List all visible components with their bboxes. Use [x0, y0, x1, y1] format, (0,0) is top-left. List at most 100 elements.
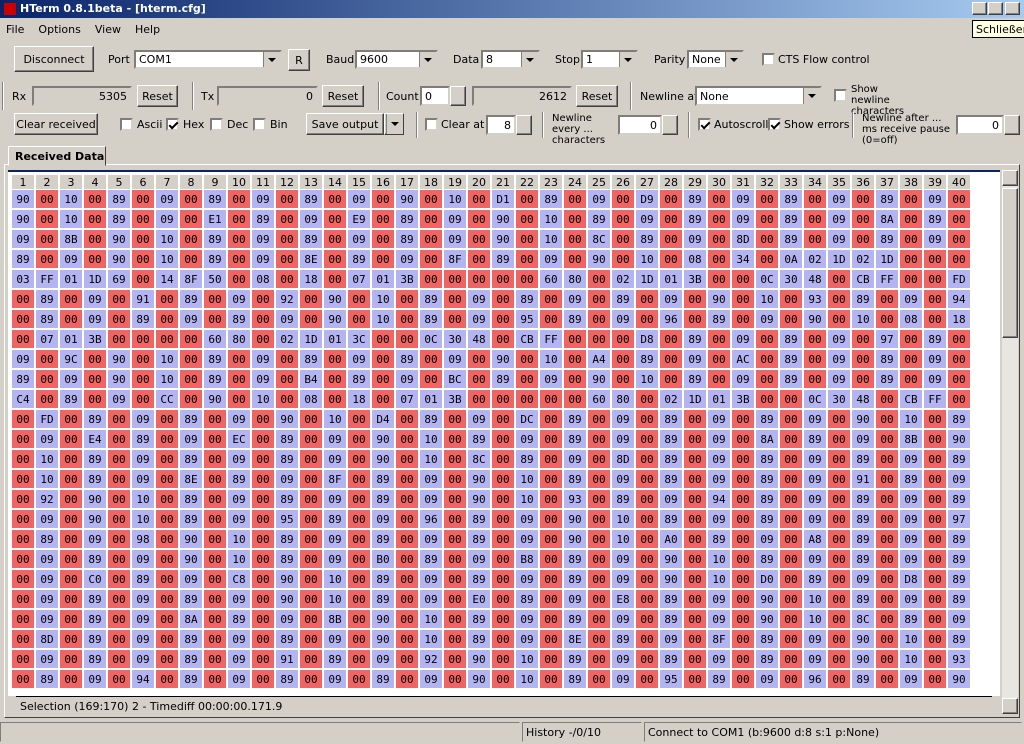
- hex-cell[interactable]: 07: [36, 330, 58, 348]
- hex-cell[interactable]: 00: [108, 570, 130, 588]
- hex-cell[interactable]: 89: [564, 610, 586, 628]
- hex-cell[interactable]: 09: [708, 610, 730, 628]
- hex-cell[interactable]: 01: [60, 330, 82, 348]
- hex-cell[interactable]: 00: [540, 570, 562, 588]
- newline-after-spin[interactable]: 0: [956, 115, 1004, 135]
- hex-cell[interactable]: 00: [948, 230, 970, 248]
- hex-cell[interactable]: 00: [348, 610, 370, 628]
- hex-cell[interactable]: 00: [60, 610, 82, 628]
- hex-cell[interactable]: 09: [12, 350, 34, 368]
- hex-cell[interactable]: 00: [348, 470, 370, 488]
- hex-cell[interactable]: 9C: [60, 350, 82, 368]
- hex-cell[interactable]: 09: [132, 650, 154, 668]
- hex-cell[interactable]: 89: [804, 570, 826, 588]
- hex-cell[interactable]: 89: [660, 510, 682, 528]
- hex-cell[interactable]: 89: [228, 470, 250, 488]
- hex-cell[interactable]: 09: [900, 450, 922, 468]
- hex-cell[interactable]: 09: [828, 230, 850, 248]
- hex-cell[interactable]: 00: [396, 330, 418, 348]
- hex-cell[interactable]: 08: [300, 390, 322, 408]
- hex-cell[interactable]: 00: [396, 470, 418, 488]
- hex-cell[interactable]: 00: [108, 530, 130, 548]
- hex-cell[interactable]: 00: [252, 570, 274, 588]
- hex-cell[interactable]: 00: [396, 530, 418, 548]
- checkbox[interactable]: [698, 118, 711, 131]
- hex-cell[interactable]: 00: [516, 390, 538, 408]
- hex-cell[interactable]: 90: [948, 670, 970, 688]
- hex-cell[interactable]: 00: [204, 470, 226, 488]
- hex-cell[interactable]: 00: [12, 530, 34, 548]
- hex-cell[interactable]: 00: [492, 330, 514, 348]
- hex-cell[interactable]: 09: [324, 670, 346, 688]
- hex-cell[interactable]: 00: [12, 410, 34, 428]
- hex-cell[interactable]: FD: [948, 270, 970, 288]
- hex-cell[interactable]: 00: [180, 190, 202, 208]
- hex-cell[interactable]: 02: [852, 250, 874, 268]
- hex-cell[interactable]: 00: [780, 550, 802, 568]
- hex-cell[interactable]: 90: [276, 410, 298, 428]
- hex-cell[interactable]: 00: [444, 510, 466, 528]
- hex-cell[interactable]: 01: [420, 390, 442, 408]
- hex-cell[interactable]: 89: [396, 350, 418, 368]
- hex-cell[interactable]: 90: [204, 390, 226, 408]
- hex-cell[interactable]: 00: [756, 350, 778, 368]
- hex-cell[interactable]: 89: [84, 410, 106, 428]
- hex-cell[interactable]: 00: [348, 670, 370, 688]
- hex-cell[interactable]: 00: [756, 210, 778, 228]
- hex-cell[interactable]: 00: [516, 190, 538, 208]
- hex-cell[interactable]: 00: [900, 350, 922, 368]
- hex-cell[interactable]: 00: [684, 430, 706, 448]
- hex-cell[interactable]: 89: [852, 530, 874, 548]
- hex-cell[interactable]: 90: [852, 650, 874, 668]
- hex-cell[interactable]: 89: [900, 610, 922, 628]
- hex-cell[interactable]: 00: [540, 550, 562, 568]
- hex-cell[interactable]: 00: [420, 190, 442, 208]
- hex-cell[interactable]: 10: [324, 590, 346, 608]
- hex-cell[interactable]: 90: [660, 550, 682, 568]
- hex-cell[interactable]: 00: [300, 470, 322, 488]
- menu-item[interactable]: File: [6, 22, 25, 36]
- hex-cell[interactable]: 90: [468, 470, 490, 488]
- hex-cell[interactable]: 00: [132, 370, 154, 388]
- hex-cell[interactable]: 00: [876, 570, 898, 588]
- hex-cell[interactable]: 00: [708, 250, 730, 268]
- hex-cell[interactable]: 00: [444, 470, 466, 488]
- hex-cell[interactable]: 89: [756, 470, 778, 488]
- checkbox[interactable]: [425, 118, 438, 131]
- hex-cell[interactable]: D0: [756, 570, 778, 588]
- hex-cell[interactable]: 00: [420, 370, 442, 388]
- hex-cell[interactable]: 00: [12, 290, 34, 308]
- hex-cell[interactable]: 00: [300, 290, 322, 308]
- hex-cell[interactable]: 00: [132, 210, 154, 228]
- reset-button[interactable]: Reset: [576, 85, 618, 107]
- hex-cell[interactable]: 00: [300, 610, 322, 628]
- hex-cell[interactable]: 10: [420, 630, 442, 648]
- hex-cell[interactable]: 00: [876, 470, 898, 488]
- hex-cell[interactable]: 09: [324, 630, 346, 648]
- hex-cell[interactable]: 00: [60, 470, 82, 488]
- hex-cell[interactable]: 00: [756, 390, 778, 408]
- hex-cell[interactable]: 89: [924, 330, 946, 348]
- hex-cell[interactable]: 8B: [324, 610, 346, 628]
- hex-cell[interactable]: 09: [828, 330, 850, 348]
- hex-cell[interactable]: 89: [276, 670, 298, 688]
- hex-cell[interactable]: 89: [900, 470, 922, 488]
- hex-cell[interactable]: 09: [804, 450, 826, 468]
- hex-cell[interactable]: 09: [516, 630, 538, 648]
- hex-cell[interactable]: 00: [180, 250, 202, 268]
- hex-cell[interactable]: 10: [900, 630, 922, 648]
- hex-cell[interactable]: 60: [540, 270, 562, 288]
- hex-cell[interactable]: 09: [36, 650, 58, 668]
- hex-cell[interactable]: 97: [876, 330, 898, 348]
- hex-cell[interactable]: 92: [36, 490, 58, 508]
- hex-cell[interactable]: 10: [132, 510, 154, 528]
- hex-cell[interactable]: 89: [852, 590, 874, 608]
- hex-cell[interactable]: 00: [588, 270, 610, 288]
- hex-cell[interactable]: D9: [636, 190, 658, 208]
- hex-cell[interactable]: 00: [684, 530, 706, 548]
- hex-cell[interactable]: 00: [324, 250, 346, 268]
- hex-cell[interactable]: 00: [636, 650, 658, 668]
- hex-cell[interactable]: 10: [156, 350, 178, 368]
- hex-cell[interactable]: 00: [900, 270, 922, 288]
- hex-cell[interactable]: 00: [468, 230, 490, 248]
